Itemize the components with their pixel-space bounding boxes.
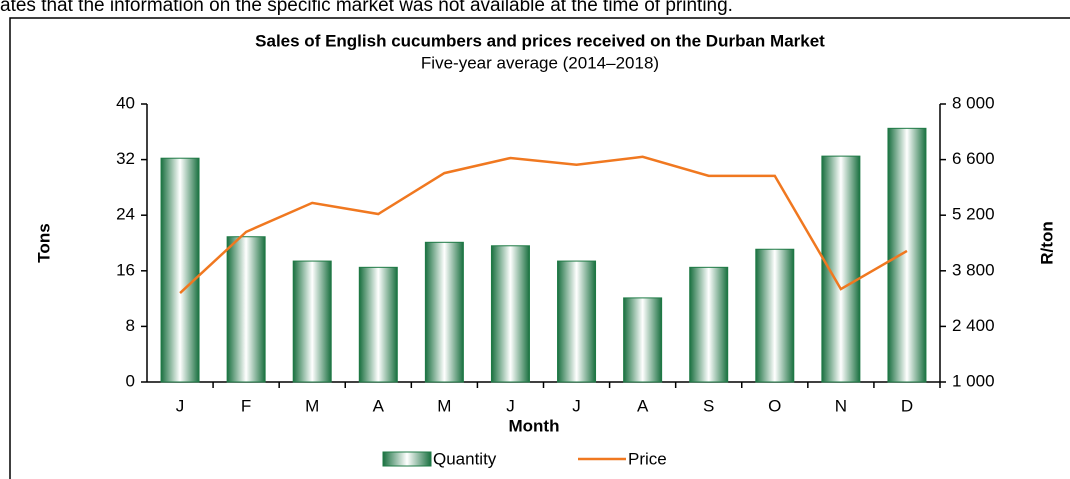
chart-frame (9, 17, 1070, 479)
x-tick-label: M (437, 396, 451, 415)
note: ates that the information on the specifi… (0, 0, 733, 16)
x-tick-label: A (373, 396, 385, 415)
x-tick-label: J (506, 396, 515, 415)
x-tick-label: D (901, 396, 913, 415)
x-tick-label: J (176, 396, 185, 415)
y-tick-label: 8 (126, 316, 135, 335)
bar (160, 157, 200, 383)
x-tick-label: O (768, 396, 781, 415)
x-tick-label: M (305, 396, 319, 415)
x-tick-label: S (703, 396, 714, 415)
x-tick-label: J (572, 396, 581, 415)
chart-subtitle: Five-year average (2014–2018) (421, 53, 659, 72)
bar (292, 260, 332, 383)
y2-tick-label: 3 800 (952, 260, 995, 279)
y2-tick-label: 8 000 (952, 93, 995, 112)
bar (490, 245, 530, 383)
legend-label: Quantity (433, 449, 497, 468)
legend-swatch (382, 451, 432, 467)
x-tick-label: F (241, 396, 251, 415)
y-tick-label: 40 (116, 93, 135, 112)
chart-title: Sales of English cucumbers and prices re… (255, 31, 825, 50)
y-tick-label: 32 (116, 149, 135, 168)
y-axis-label: Tons (34, 223, 53, 262)
legend-label: Price (628, 449, 667, 468)
bar (557, 260, 597, 383)
bar (623, 297, 663, 383)
x-axis-label: Month (509, 416, 560, 435)
bar (358, 266, 398, 383)
bar (424, 241, 464, 383)
y-tick-label: 24 (116, 205, 135, 224)
y2-tick-label: 1 000 (952, 371, 995, 390)
y-tick-label: 16 (116, 260, 135, 279)
x-tick-label: A (637, 396, 649, 415)
bar (689, 266, 729, 383)
y-tick-label: 0 (126, 371, 135, 390)
price-line (179, 155, 908, 294)
bar (755, 248, 795, 383)
bar (887, 127, 927, 383)
x-tick-label: N (835, 396, 847, 415)
y2-tick-label: 6 600 (952, 149, 995, 168)
y2-tick-label: 5 200 (952, 205, 995, 224)
y2-tick-label: 2 400 (952, 316, 995, 335)
bar (226, 236, 266, 383)
bar (821, 155, 861, 383)
y2-axis-label: R/ton (1037, 221, 1056, 264)
